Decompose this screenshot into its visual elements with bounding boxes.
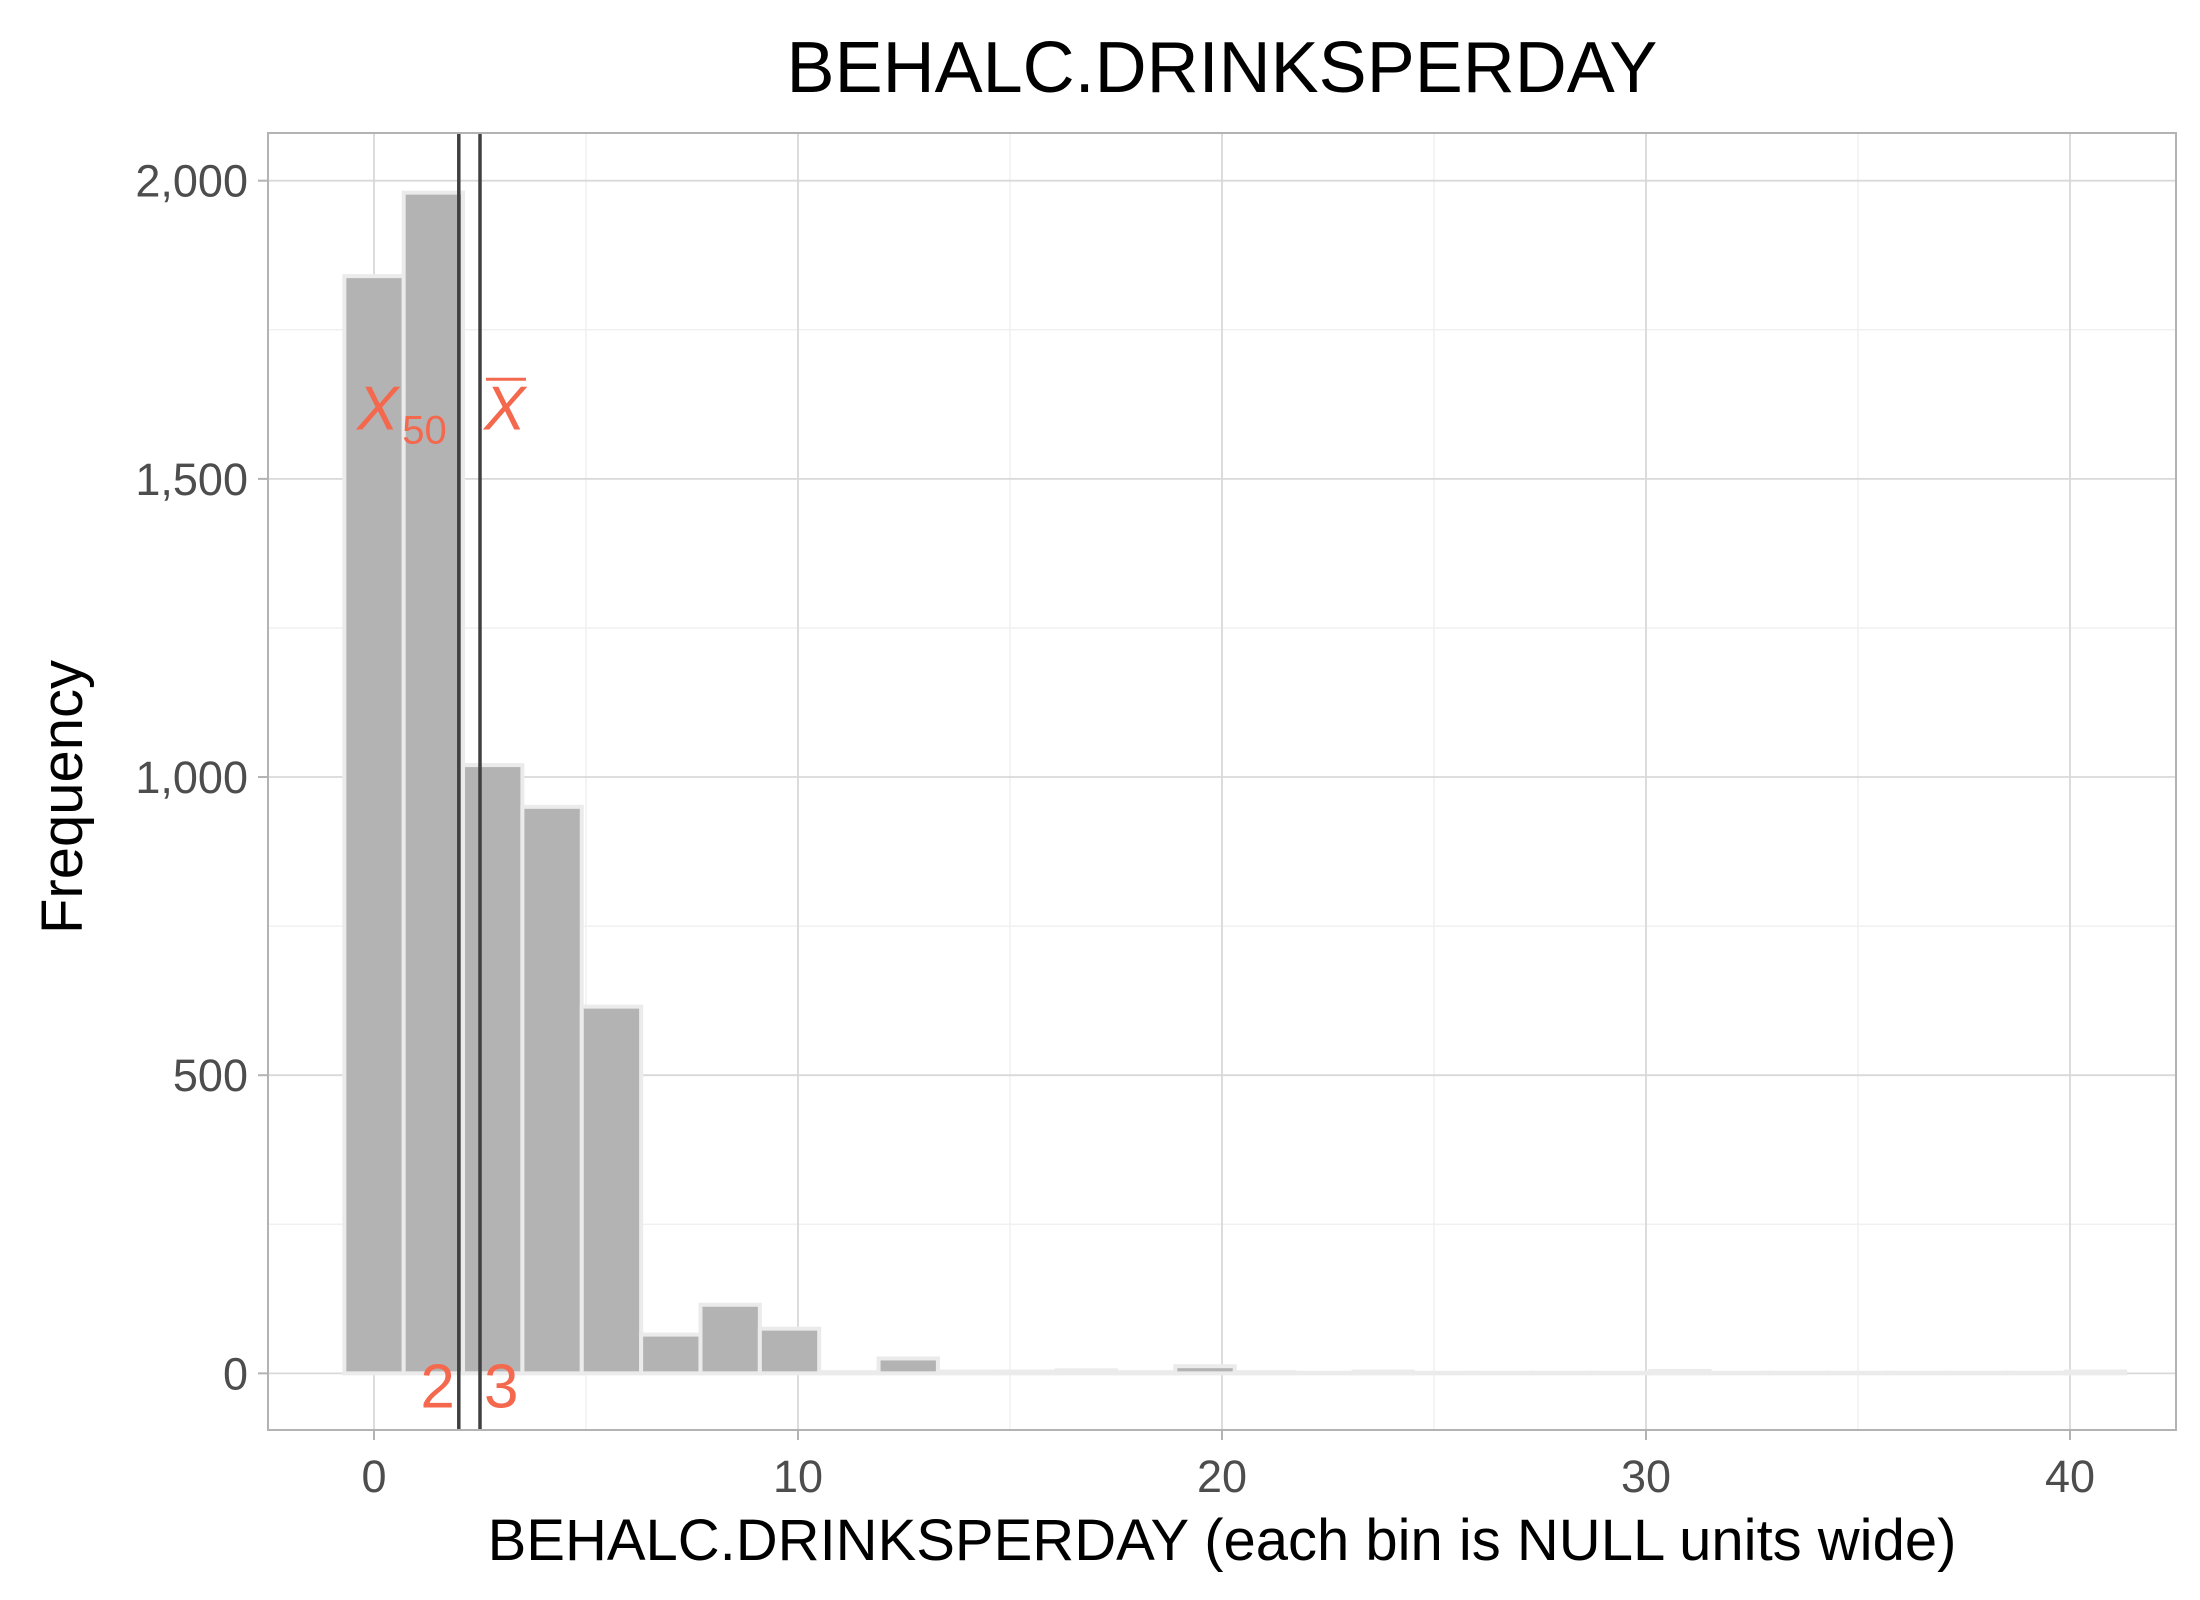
- histogram-bar: [2004, 1370, 2068, 1376]
- x-tick-label: 30: [1621, 1451, 1671, 1502]
- x-tick-label: 40: [2045, 1451, 2095, 1502]
- y-tick-label: 0: [223, 1348, 248, 1399]
- histogram-bar: [1232, 1370, 1297, 1376]
- histogram-bar: [2063, 1369, 2128, 1376]
- x-tick-label: 10: [773, 1451, 823, 1502]
- y-tick-label: 500: [173, 1050, 248, 1101]
- y-tick-label: 2,000: [135, 156, 248, 207]
- axis-ticks: 0 10 20 30 40 0 500 1,000 1,500 2,000: [135, 156, 2095, 1502]
- x-tick-label: 20: [1197, 1451, 1247, 1502]
- histogram-bar: [1766, 1370, 1831, 1376]
- histogram-bar: [1054, 1368, 1119, 1376]
- histogram-bar: [579, 1004, 644, 1376]
- histogram-bar: [1470, 1370, 1534, 1376]
- y-tick-label: 1,000: [135, 752, 248, 803]
- y-axis-title: Frequency: [30, 660, 95, 934]
- histogram-bar: [1173, 1364, 1237, 1376]
- histogram-bar: [1945, 1370, 2009, 1376]
- histogram-bars: [342, 190, 2128, 1376]
- histogram-bar: [1648, 1368, 1712, 1376]
- histogram-bar: [1292, 1370, 1356, 1376]
- histogram-bar: [1114, 1370, 1178, 1376]
- histogram-bar: [1588, 1370, 1653, 1376]
- mean-symbol-label: X: [482, 374, 528, 443]
- histogram-bar: [757, 1326, 822, 1376]
- histogram-bar: [461, 763, 525, 1376]
- histogram-bar: [1351, 1369, 1415, 1376]
- histogram-bar: [1826, 1370, 1890, 1376]
- histogram-bar: [1529, 1370, 1593, 1376]
- histogram-bar: [935, 1369, 1000, 1376]
- histogram-bar: [876, 1356, 940, 1376]
- reference-lines: X 50 2 X 3: [355, 133, 528, 1430]
- histogram-bar: [520, 804, 584, 1376]
- chart-title: BEHALC.DRINKSPERDAY: [787, 28, 1658, 108]
- x-tick-label: 0: [361, 1451, 386, 1502]
- histogram-bar: [401, 190, 466, 1376]
- histogram-bar: [1410, 1370, 1475, 1376]
- mean-value-label: 3: [484, 1352, 518, 1421]
- histogram-bar: [639, 1332, 703, 1376]
- x-axis-title: BEHALC.DRINKSPERDAY (each bin is NULL un…: [488, 1508, 1957, 1573]
- median-symbol-label: X 50: [355, 374, 447, 452]
- y-tick-label: 1,500: [135, 454, 248, 505]
- median-value-label: 2: [420, 1352, 454, 1421]
- histogram-bar: [817, 1370, 881, 1376]
- histogram-bar: [1885, 1370, 1950, 1376]
- histogram-bar: [995, 1369, 1059, 1376]
- histogram-bar: [1707, 1370, 1771, 1376]
- histogram-bar: [698, 1302, 762, 1376]
